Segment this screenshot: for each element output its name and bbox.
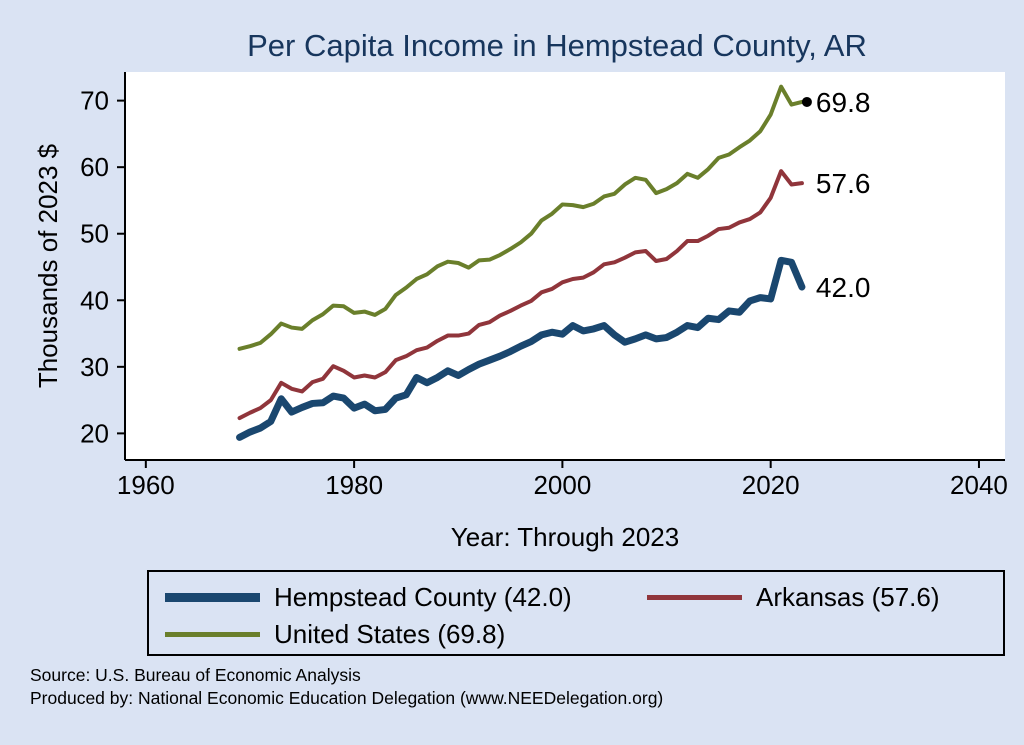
x-tick-label: 2000 <box>533 470 591 500</box>
plot-background <box>125 72 1005 460</box>
y-tick-label: 50 <box>80 219 109 249</box>
legend-swatch-united-states <box>165 632 260 637</box>
legend-item-united-states: United States (69.8) <box>165 619 505 650</box>
series-line-united-states <box>237 84 804 351</box>
x-tick-label: 2020 <box>742 470 800 500</box>
y-tick-label: 70 <box>80 86 109 116</box>
legend: Hempstead County (42.0) Arkansas (57.6) … <box>147 570 1005 656</box>
legend-swatch-arkansas <box>647 595 742 600</box>
chart-title: Per Capita Income in Hempstead County, A… <box>247 28 867 63</box>
legend-item-hempstead-county: Hempstead County (42.0) <box>165 582 572 613</box>
x-tick-label: 2040 <box>950 470 1008 500</box>
y-tick-label: 30 <box>80 352 109 382</box>
legend-label-hempstead-county: Hempstead County (42.0) <box>274 582 572 612</box>
y-tick-label: 60 <box>80 152 109 182</box>
end-label-united-states: 69.8 <box>816 87 871 118</box>
end-label-hempstead-county: 42.0 <box>816 272 871 303</box>
x-tick-label: 1960 <box>117 470 175 500</box>
legend-label-united-states: United States (69.8) <box>274 619 506 649</box>
y-tick-label: 20 <box>80 418 109 448</box>
x-axis-title: Year: Through 2023 <box>450 522 680 552</box>
series-line-arkansas <box>237 169 804 421</box>
endpoint-marker-united-states <box>801 96 812 107</box>
produced-by-line: Produced by: National Economic Education… <box>30 688 664 708</box>
legend-swatch-hempstead-county <box>165 593 260 602</box>
legend-item-arkansas: Arkansas (57.6) <box>647 582 940 613</box>
series-line-hempstead-county <box>236 256 806 441</box>
source-line: Source: U.S. Bureau of Economic Analysis <box>30 665 361 685</box>
y-tick-label: 40 <box>80 285 109 315</box>
footer: Source: U.S. Bureau of Economic Analysis… <box>30 664 663 710</box>
legend-label-arkansas: Arkansas (57.6) <box>756 582 940 612</box>
end-label-arkansas: 57.6 <box>816 168 871 199</box>
y-axis-title: Thousands of 2023 $ <box>33 143 63 389</box>
x-tick-label: 1980 <box>325 470 383 500</box>
